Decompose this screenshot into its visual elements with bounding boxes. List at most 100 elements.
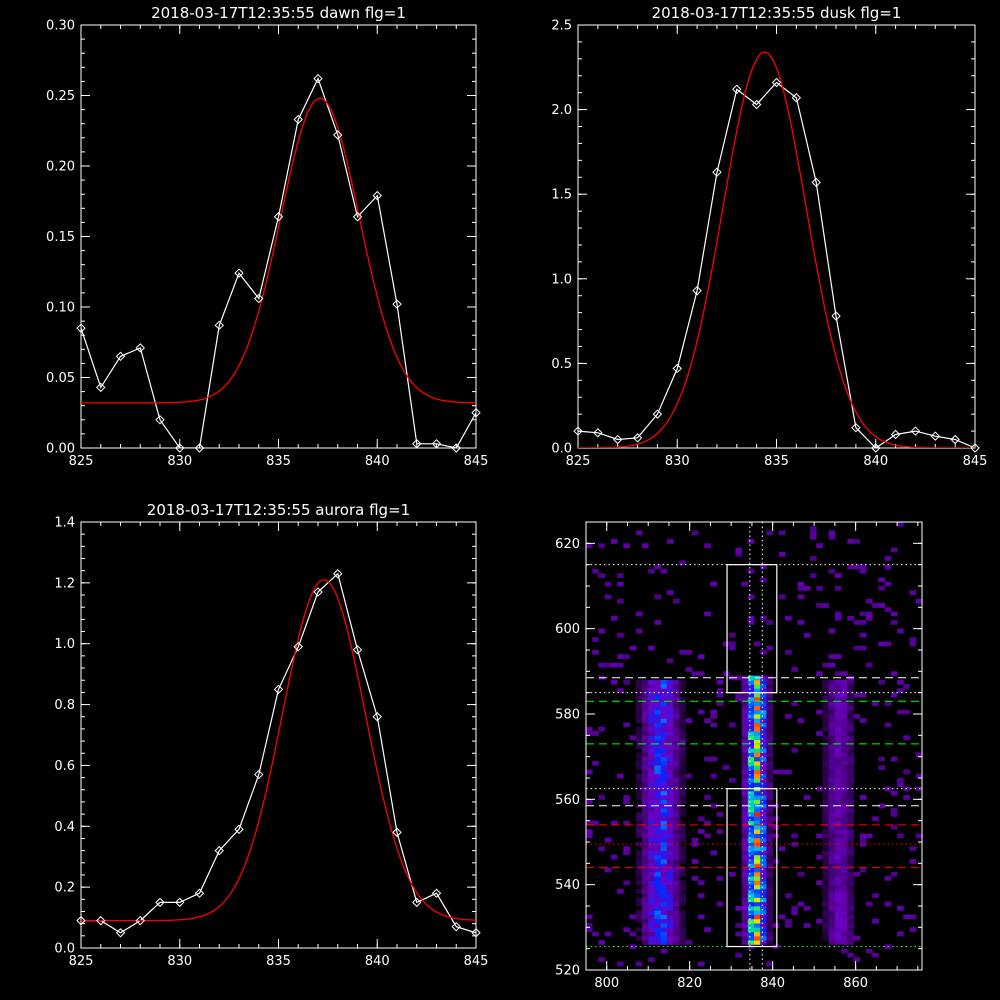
heatmap-cell	[660, 778, 668, 783]
heatmap-cell	[760, 735, 767, 740]
heatmap-cell	[685, 667, 693, 672]
line-chart-0: 825 830 835 840 8450.000.050.100.150.200.250…	[46, 4, 488, 469]
heatmap-cell	[716, 812, 724, 817]
heatmap-cell	[834, 573, 842, 578]
data-point	[96, 915, 106, 926]
heatmap-cell	[635, 773, 643, 779]
heatmap-cell	[766, 773, 773, 779]
heatmap-cell	[660, 731, 668, 736]
y-tick-label: 1.0	[551, 272, 572, 287]
heatmap-cell	[660, 948, 668, 954]
heatmap-cell	[847, 842, 854, 847]
heatmap-cell	[841, 696, 848, 702]
heatmap-cell	[841, 760, 848, 766]
heatmap-cell	[660, 829, 668, 834]
heatmap-cell	[760, 714, 767, 719]
heatmap-cell	[822, 914, 829, 920]
heatmap-cell	[897, 906, 904, 911]
heatmap-cell	[642, 778, 649, 783]
heatmap-cell	[642, 910, 649, 915]
heatmap-cell	[828, 906, 836, 911]
heatmap-cell	[648, 897, 655, 903]
heatmap-cell	[660, 897, 668, 903]
heatmap-cell	[666, 906, 674, 911]
data-point	[352, 212, 363, 222]
heatmap-cell	[586, 799, 593, 804]
heatmap-cell	[679, 931, 686, 937]
heatmap-cell	[635, 709, 643, 715]
heatmap-cell	[828, 884, 836, 890]
heatmap-cell	[766, 859, 773, 864]
heatmap-cell	[754, 918, 761, 924]
heatmap-cell	[766, 705, 773, 711]
x-tick-label: 845	[464, 454, 489, 469]
heatmap-cell	[822, 662, 829, 668]
heatmap-cell	[635, 705, 643, 711]
heatmap-cell	[828, 705, 836, 711]
heatmap-cell	[673, 743, 680, 749]
heatmap-cell	[766, 769, 773, 775]
heatmap-cell	[834, 688, 842, 694]
heatmap-cell	[741, 692, 749, 698]
heatmap-cell	[673, 914, 680, 920]
heatmap-cell	[592, 731, 599, 736]
heatmap-cell	[828, 854, 836, 860]
heatmap-cell	[847, 816, 854, 822]
heatmap-cell	[679, 888, 686, 894]
heatmap-cell	[654, 594, 661, 600]
heatmap-cell	[673, 756, 680, 762]
heatmap-cells	[586, 522, 923, 967]
heatmap-cell	[754, 914, 761, 920]
heatmap-cell	[735, 906, 742, 911]
heatmap-cell	[635, 824, 643, 830]
heatmap-cell	[816, 543, 823, 548]
data-point	[412, 439, 422, 449]
heatmap-cell	[741, 752, 749, 758]
y-tick-label: 0.0	[551, 442, 572, 457]
heatmap-cell	[648, 752, 655, 758]
heatmap-cell	[741, 790, 749, 796]
heatmap-cell	[673, 726, 680, 732]
heatmap-cell	[648, 880, 655, 886]
heatmap-cell	[666, 778, 674, 783]
heatmap-cell	[822, 739, 829, 745]
heatmap-cell	[586, 914, 593, 920]
heatmap-cell	[741, 705, 749, 711]
heatmap-cell	[586, 543, 593, 548]
heatmap-cell	[598, 662, 605, 668]
heatmap-cell	[822, 829, 829, 834]
heatmap-cell	[822, 901, 829, 907]
heatmap-cell	[890, 611, 898, 617]
heatmap-cell	[679, 739, 686, 745]
heatmap-cell	[754, 880, 761, 886]
heatmap-cell	[754, 765, 761, 770]
heatmap-cell	[834, 760, 842, 766]
heatmap-cell	[847, 799, 854, 804]
heatmap-cell	[642, 760, 649, 766]
data-point	[155, 897, 165, 908]
heatmap-cell	[760, 782, 767, 787]
heatmap-cell	[822, 820, 829, 826]
heatmap-cell	[741, 914, 749, 920]
heatmap-cell	[741, 829, 749, 834]
data-point	[313, 587, 323, 597]
heatmap-cell	[909, 637, 917, 642]
heatmap-cell	[828, 795, 836, 800]
heatmap-cell	[741, 795, 749, 800]
heatmap-cell	[772, 923, 780, 928]
heatmap-cell	[853, 957, 861, 962]
heatmap-cell	[642, 812, 649, 817]
heatmap-cell	[679, 927, 686, 932]
heatmap-cell	[586, 726, 593, 732]
heatmap-cell	[729, 645, 736, 651]
heatmap-cell	[828, 824, 836, 830]
heatmap-cell	[635, 786, 643, 792]
heatmap-cell	[617, 581, 624, 587]
heatmap-cell	[747, 893, 755, 898]
heatmap-cell	[785, 615, 792, 621]
heatmap-cell	[654, 884, 661, 890]
heatmap-cell	[766, 620, 773, 625]
heatmap-cell	[754, 795, 761, 800]
heatmap-cell	[847, 846, 854, 851]
heatmap-cell	[766, 837, 773, 843]
